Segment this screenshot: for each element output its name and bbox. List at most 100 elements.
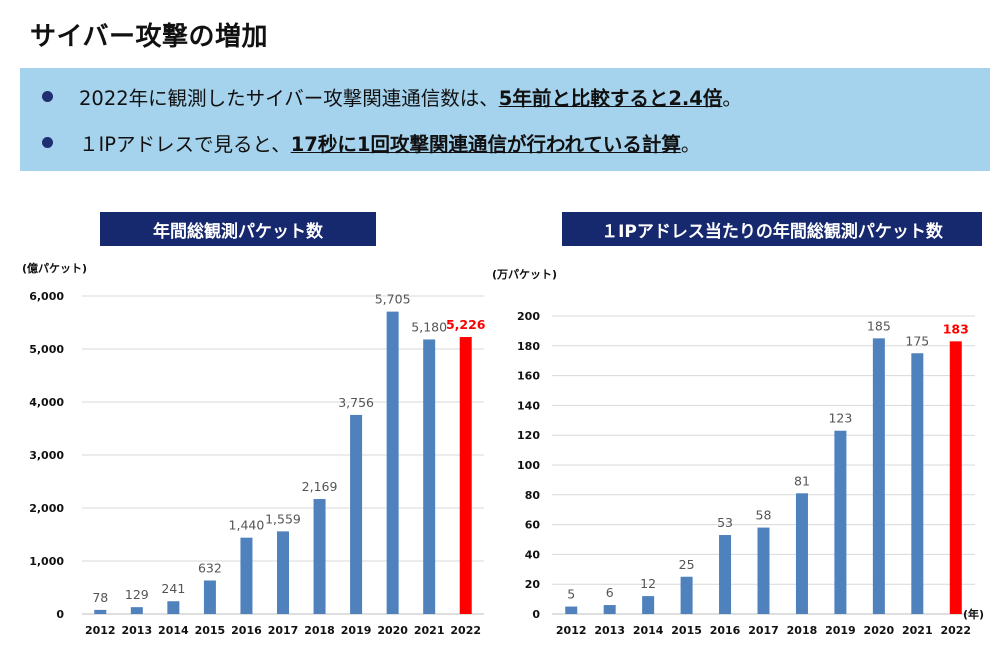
chart2-x-tick-label-2021: 2021 — [902, 624, 933, 637]
chart1-x-tick-label-2017: 2017 — [268, 624, 299, 637]
chart1-bar-2012 — [94, 609, 107, 614]
chart2-data-label-2022: 183 — [943, 321, 969, 336]
chart1-bar-2013 — [130, 607, 143, 614]
chart2-data-label-2020: 185 — [867, 318, 891, 333]
chart2-bar-2013 — [603, 605, 616, 614]
chart2-bar-2016 — [719, 535, 732, 614]
chart2-title: １IPアドレス当たりの年間総観測パケット数 — [562, 212, 982, 246]
chart1-x-tick-label-2018: 2018 — [304, 624, 335, 637]
chart2-ytick-label: 140 — [517, 399, 540, 412]
chart2-ytick-label: 120 — [517, 429, 540, 442]
chart2-x-tick-label-2019: 2019 — [825, 624, 856, 637]
chart1-data-label-2017: 1,559 — [265, 511, 301, 526]
chart1-bar-2014 — [167, 601, 180, 614]
chart1-bar-2015 — [203, 580, 216, 614]
chart1-ytick-label: 5,000 — [29, 343, 64, 356]
chart2-bar-2015 — [680, 576, 693, 614]
chart1-data-label-2021: 5,180 — [411, 319, 447, 334]
chart2-bar-2014 — [642, 596, 655, 614]
chart2-data-label-2021: 175 — [905, 333, 929, 348]
chart1-data-label-2012: 78 — [92, 590, 108, 605]
chart2-ytick-label: 40 — [525, 548, 541, 561]
chart1-x-tick-label-2019: 2019 — [341, 624, 372, 637]
bullet2-suffix: 。 — [680, 133, 701, 156]
chart2-x-tick-label-2017: 2017 — [748, 624, 779, 637]
chart2-ytick-label: 160 — [517, 370, 540, 383]
chart2-bar-2018 — [795, 493, 808, 614]
bullet1-emphasis: 5年前と比較すると2.4倍 — [498, 87, 723, 110]
chart2-data-label-2015: 25 — [679, 557, 695, 572]
chart2-data-label-2018: 81 — [794, 473, 810, 488]
chart1-data-label-2019: 3,756 — [338, 395, 374, 410]
chart2-data-label-2017: 58 — [756, 508, 772, 523]
chart1-bar-2019 — [350, 414, 363, 614]
chart2-data-label-2014: 12 — [640, 576, 656, 591]
chart2-x-tick-label-2016: 2016 — [710, 624, 741, 637]
chart2-x-tick-label-2022: 2022 — [940, 624, 971, 637]
chart2-data-label-2019: 123 — [828, 411, 852, 426]
chart2-ytick-label: 80 — [525, 489, 541, 502]
chart2-data-label-2016: 53 — [717, 515, 733, 530]
chart2-x-tick-label-2012: 2012 — [556, 624, 587, 637]
chart1-data-label-2016: 1,440 — [229, 518, 265, 533]
chart1-data-label-2013: 129 — [125, 587, 149, 602]
chart1-x-tick-label-2015: 2015 — [195, 624, 226, 637]
chart2-bar-2017 — [757, 527, 770, 614]
page-title: サイバー攻撃の増加 — [30, 22, 268, 52]
chart2-x-tick-label-2018: 2018 — [787, 624, 818, 637]
bullet1-text: 2022年に観測したサイバー攻撃関連通信数は、 — [79, 87, 499, 110]
chart1-data-label-2014: 241 — [161, 581, 185, 596]
chart2-ytick-label: 200 — [517, 310, 540, 323]
chart1-ytick-label: 4,000 — [29, 396, 64, 409]
chart1-x-tick-label-2014: 2014 — [158, 624, 189, 637]
chart1-bar-2018 — [313, 499, 326, 614]
chart2-x-tick-label-2014: 2014 — [633, 624, 664, 637]
bullet-dot-icon — [42, 91, 53, 102]
chart2-ytick-label: 0 — [532, 608, 540, 621]
bullet2-emphasis: 17秒に1回攻撃関連通信が行われている計算 — [290, 133, 681, 156]
bullet-dot-icon — [42, 137, 53, 148]
chart1-ytick-label: 0 — [56, 608, 64, 621]
chart1-x-tick-label-2022: 2022 — [450, 624, 481, 637]
chart1-ytick-label: 3,000 — [29, 449, 64, 462]
chart1-bar-2016 — [240, 537, 253, 614]
chart1-ytick-label: 2,000 — [29, 502, 64, 515]
chart2-y-axis-unit: (万パケット) — [492, 268, 557, 281]
chart2-bar-2020 — [872, 338, 885, 614]
chart1-bar-2017 — [277, 531, 289, 614]
chart1-y-axis-unit: (億パケット) — [22, 261, 87, 275]
chart1-data-label-2015: 632 — [198, 561, 222, 576]
chart1-ytick-label: 6,000 — [29, 290, 64, 303]
chart2-data-label-2013: 6 — [606, 585, 614, 600]
chart1-ytick-label: 1,000 — [29, 555, 64, 568]
chart2-bar-2021 — [911, 353, 924, 614]
chart1-data-label-2020: 5,705 — [375, 292, 411, 307]
chart1-data-label-2018: 2,169 — [302, 479, 338, 494]
chart1-bar-2021 — [423, 339, 436, 614]
chart1-x-tick-label-2021: 2021 — [414, 624, 445, 637]
bullet2-text: １IPアドレスで見ると、 — [79, 133, 291, 156]
chart1-bar-2020 — [386, 311, 399, 614]
bullet1-suffix: 。 — [722, 87, 742, 110]
chart2-ytick-label: 20 — [525, 578, 541, 591]
chart2-x-tick-label-2015: 2015 — [671, 624, 702, 637]
chart1-x-tick-label-2016: 2016 — [231, 624, 262, 637]
chart2-bar-2019 — [834, 430, 847, 614]
chart2-ytick-label: 100 — [517, 459, 540, 472]
chart2-x-axis-unit: (年) — [963, 607, 984, 621]
chart1-title: 年間総観測パケット数 — [100, 212, 376, 246]
chart2-ytick-label: 180 — [517, 340, 540, 353]
chart1-bar-2022 — [459, 337, 472, 614]
summary-box: 2022年に観測したサイバー攻撃関連通信数は、 5年前と比較すると2.4倍。 １I… — [20, 68, 990, 171]
chart2-x-tick-label-2020: 2020 — [864, 624, 895, 637]
summary-bullet-1: 2022年に観測したサイバー攻撃関連通信数は、 5年前と比較すると2.4倍。 — [42, 82, 742, 111]
chart1-x-tick-label-2020: 2020 — [377, 624, 408, 637]
chart1-data-label-2022: 5,226 — [446, 317, 486, 332]
chart2-data-label-2012: 5 — [567, 587, 575, 602]
chart2-bar-2012 — [565, 606, 578, 614]
chart2-bar-2022 — [949, 341, 962, 614]
chart1-x-tick-label-2012: 2012 — [85, 624, 116, 637]
chart2-x-tick-label-2013: 2013 — [594, 624, 625, 637]
chart2-ytick-label: 60 — [525, 519, 541, 532]
